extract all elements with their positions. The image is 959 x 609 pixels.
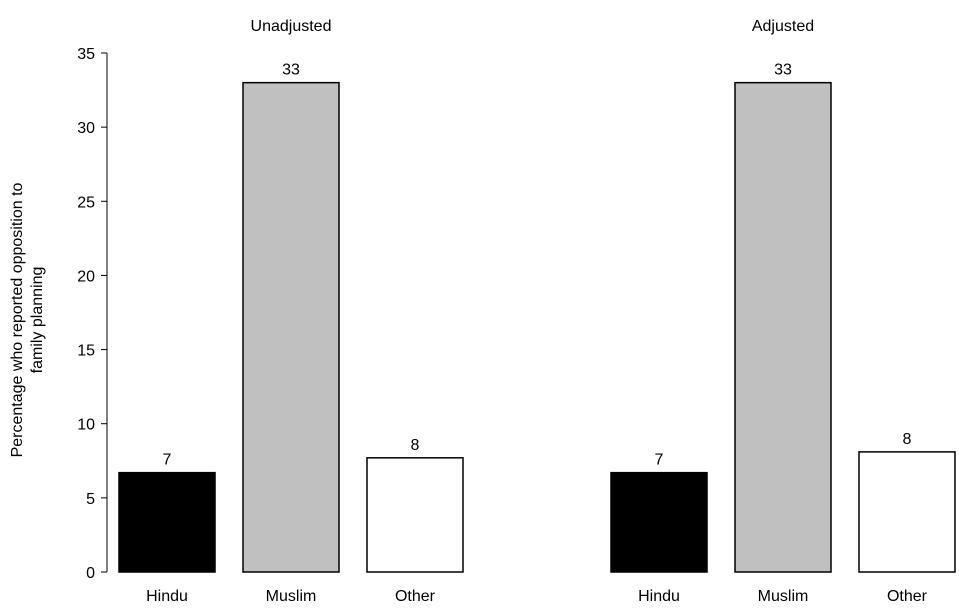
data-label: 8 [903,431,912,448]
bar-muslim [734,81,832,573]
chart-group: Adjusted 7 Hindu 33 Muslim 8 Other [610,18,956,605]
x-tick-label: Hindu [638,588,680,605]
chart-group: Unadjusted 7 Hindu 33 Muslim 8 Other [118,18,464,605]
y-tick-label: 15 [77,343,95,360]
y-tick-label: 10 [77,417,95,434]
chart-groups: Unadjusted 7 Hindu 33 Muslim 8 Other Adjusted 7 H… [118,18,956,605]
y-axis: 0 5 10 15 20 25 30 35 [77,46,108,582]
data-label: 33 [774,62,792,79]
y-tick-label: 30 [77,120,95,137]
bar-muslim [242,81,340,573]
bar-hindu [118,471,216,573]
group-title: Adjusted [752,18,814,35]
x-tick-label: Other [887,588,928,605]
y-tick-label: 25 [77,194,95,211]
y-axis-label-line: Percentage who reported opposition to [9,182,26,457]
y-tick-label: 0 [86,565,95,582]
x-tick-label: Other [395,588,436,605]
bar-other [858,451,956,573]
y-tick-label: 35 [77,46,95,63]
x-tick-label: Muslim [758,588,809,605]
x-tick-label: Hindu [146,588,188,605]
data-label: 7 [163,452,172,469]
y-axis-label-line: family planning [29,267,46,374]
data-label: 7 [655,452,664,469]
y-tick-label: 5 [86,491,95,508]
group-title: Unadjusted [251,18,332,35]
y-tick-label: 20 [77,268,95,285]
y-axis-label: Percentage who reported opposition to fam… [9,182,46,457]
data-label: 8 [411,437,420,454]
bar-hindu [610,471,708,573]
bar-other [366,457,464,573]
data-label: 33 [282,62,300,79]
x-tick-label: Muslim [266,588,317,605]
